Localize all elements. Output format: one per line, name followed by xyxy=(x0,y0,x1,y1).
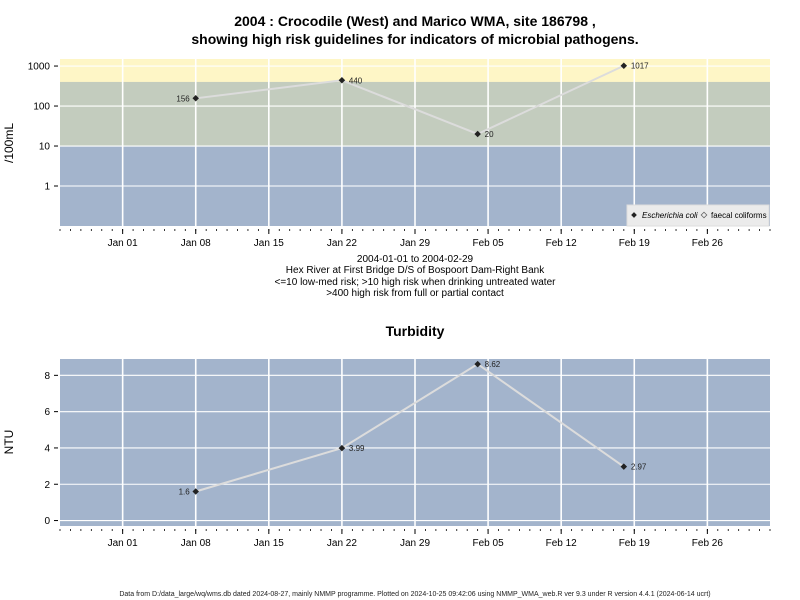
chart1-ylabel: /100mL xyxy=(2,123,16,163)
x-tick-label-4: Jan 29 xyxy=(400,538,430,549)
x-tick-label-3: Jan 22 xyxy=(327,538,357,549)
x-tick-label-3: Jan 22 xyxy=(327,238,357,249)
y-tick-label-3: 1000 xyxy=(28,62,51,73)
chart2-title: Turbidity xyxy=(386,323,445,339)
caption-site: Hex River at First Bridge D/S of Bospoor… xyxy=(286,265,545,276)
chart2-plot-area: 1.6 3.99 8.62 2.97 xyxy=(60,359,770,526)
data-point-0-3 xyxy=(620,463,628,470)
chart2-ylabel: NTU xyxy=(2,430,16,455)
legend-box xyxy=(626,204,770,227)
x-tick-label-1: Jan 08 xyxy=(181,238,211,249)
data-point-0-2 xyxy=(474,130,481,138)
data-label-0-0: 1.6 xyxy=(179,488,191,497)
footer-note: Data from D:/data_large/wq/wms.db dated … xyxy=(119,591,710,598)
y-tick-label-3: 6 xyxy=(44,407,50,418)
x-tick-label-1: Jan 08 xyxy=(181,538,211,549)
data-point-0-1 xyxy=(338,444,346,452)
data-label-0-2: 20 xyxy=(485,130,494,139)
x-tick-label-2: Jan 15 xyxy=(254,238,284,249)
x-tick-label-8: Feb 26 xyxy=(692,238,724,249)
data-point-0-3 xyxy=(620,62,628,70)
x-tick-label-0: Jan 01 xyxy=(108,238,138,249)
caption-risk-drinking: <=10 low-med risk; >10 high risk when dr… xyxy=(275,277,557,288)
chart2-axes: Jan 01 Jan 08 Jan 15 Jan 22 Jan 29 Feb 05 Feb … xyxy=(44,371,771,549)
y-tick-label-0: 1 xyxy=(44,182,50,193)
data-label-0-3: 2.97 xyxy=(631,463,647,472)
data-label-0-1: 3.99 xyxy=(349,444,365,453)
series-line-0 xyxy=(195,362,625,493)
data-label-0-3: 1017 xyxy=(631,62,649,71)
caption-date-range: 2004-01-01 to 2004-02-29 xyxy=(357,254,474,265)
x-tick-label-2: Jan 15 xyxy=(254,538,284,549)
legend-marker-ecoli xyxy=(631,212,637,218)
chart1-legend: Escherichia coli faecal coliforms xyxy=(626,204,770,227)
data-point-0-0 xyxy=(192,95,199,102)
y-tick-label-1: 10 xyxy=(39,142,51,153)
y-tick-label-2: 100 xyxy=(33,102,50,113)
x-tick-label-8: Feb 26 xyxy=(692,538,724,549)
chart1-title-line2: showing high risk guidelines for indicat… xyxy=(191,31,638,47)
x-tick-label-5: Feb 05 xyxy=(473,538,505,549)
data-point-0-0 xyxy=(192,488,199,495)
x-tick-label-4: Jan 29 xyxy=(400,238,430,249)
y-tick-label-4: 8 xyxy=(44,371,50,382)
data-label-0-0: 156 xyxy=(176,94,190,103)
x-tick-label-6: Feb 12 xyxy=(546,238,578,249)
legend-entry-ecoli: Escherichia coli xyxy=(642,211,698,220)
chart1-plot-area: 156 440 20 1017 xyxy=(60,59,770,226)
legend-marker-faecal xyxy=(700,211,708,219)
chart1-title-line1: 2004 : Crocodile (West) and Marico WMA, … xyxy=(234,13,596,29)
data-label-0-1: 440 xyxy=(349,76,363,85)
x-tick-label-7: Feb 19 xyxy=(619,238,651,249)
y-tick-label-2: 4 xyxy=(44,443,50,454)
y-tick-label-1: 2 xyxy=(44,480,50,491)
x-tick-label-6: Feb 12 xyxy=(546,538,578,549)
data-point-0-2 xyxy=(474,360,481,368)
data-label-0-2: 8.62 xyxy=(485,360,501,369)
x-tick-label-7: Feb 19 xyxy=(619,538,651,549)
caption-risk-contact: >400 high risk from full or partial cont… xyxy=(326,288,504,299)
x-tick-label-0: Jan 01 xyxy=(108,538,138,549)
chart1-axes: Jan 01 Jan 08 Jan 15 Jan 22 Jan 29 Feb 05 Feb … xyxy=(28,62,771,249)
series-line-0 xyxy=(195,64,625,136)
y-tick-label-0: 0 xyxy=(44,516,50,527)
legend-entry-faecal: faecal coliforms xyxy=(711,211,767,220)
x-tick-label-5: Feb 05 xyxy=(473,238,505,249)
